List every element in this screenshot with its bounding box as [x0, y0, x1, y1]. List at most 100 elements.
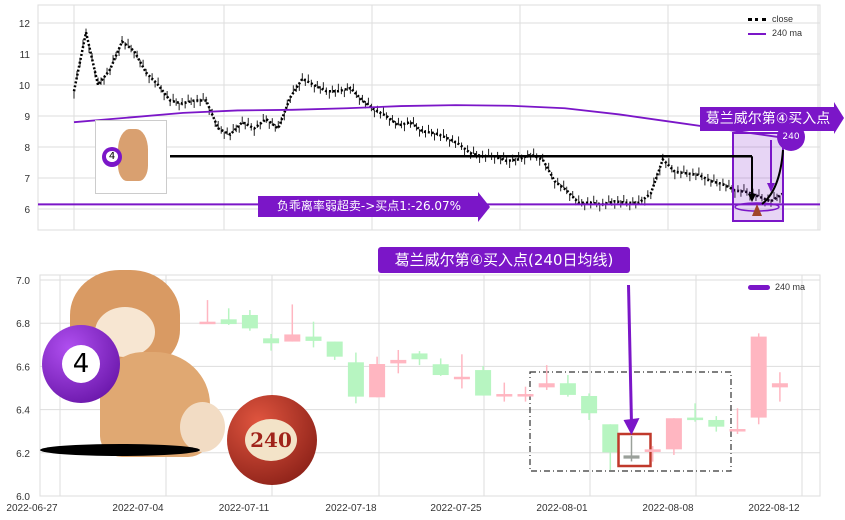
top-panel: 6 7 8 9 10 11 12	[19, 4, 821, 231]
ma240-series-line	[73, 104, 784, 139]
x-tick-label: 2022-07-25	[430, 503, 482, 514]
ball-240-icon: 240	[227, 395, 317, 485]
candle	[602, 424, 619, 471]
pointer-arrow-line	[627, 284, 633, 425]
ball-4-icon: 4	[102, 147, 122, 167]
candle	[411, 351, 428, 366]
legend-label: 240 ma	[775, 282, 806, 292]
candle-body	[453, 376, 470, 380]
candle	[517, 386, 534, 402]
candle	[708, 416, 725, 432]
candle-body	[581, 395, 598, 414]
candle	[241, 310, 258, 331]
candle-body	[559, 383, 576, 395]
y-tick-label: 6.8	[16, 319, 30, 330]
x-tick-label: 2022-06-27	[6, 503, 58, 514]
candle	[771, 372, 788, 402]
candle-body	[538, 383, 555, 388]
candle	[347, 352, 364, 404]
candle	[390, 349, 407, 374]
candle	[623, 435, 640, 462]
dog-body-icon	[118, 129, 148, 181]
legend-swatch-close	[748, 18, 766, 22]
candle-body	[623, 455, 640, 459]
dog-shadow-icon	[40, 444, 200, 456]
buy-point-text: 葛兰威尔第④买入点	[705, 111, 831, 127]
candle-body	[199, 321, 216, 325]
candle-body	[750, 336, 767, 418]
candle	[369, 356, 386, 398]
y-tick-label: 6.6	[16, 362, 30, 373]
y-tick-label: 6.2	[16, 449, 30, 460]
dog-thumbnail-icon: 4	[95, 120, 167, 194]
oversold-arrow-icon	[478, 192, 490, 222]
x-tick-label: 2022-07-11	[219, 503, 270, 514]
legend-swatch-ma	[748, 285, 770, 291]
purple-arrow-head-icon	[767, 183, 775, 192]
candle-body	[411, 353, 428, 360]
oversold-annotation: 负乖离率弱超卖->买点1:-26.07%	[258, 196, 480, 217]
x-tick-label: 2022-08-01	[536, 503, 588, 514]
ball-text: 240	[245, 419, 297, 461]
candle	[729, 408, 746, 435]
x-tick-label: 2022-07-18	[325, 503, 377, 514]
x-tick-label: 2022-08-08	[642, 503, 694, 514]
candle-body	[390, 359, 407, 364]
dog-tail-icon	[180, 402, 225, 452]
candle	[496, 382, 513, 402]
title-text: 葛兰威尔第④买入点(240日均线)	[394, 251, 614, 269]
buy-point-annotation: 葛兰威尔第④买入点	[700, 107, 836, 131]
y-tick-label: 12	[19, 19, 31, 30]
candle-body	[644, 449, 661, 452]
legend-label: 240 ma	[772, 28, 803, 38]
candle	[326, 341, 343, 360]
candle-body	[496, 394, 513, 397]
candle	[665, 418, 682, 455]
candle	[220, 308, 237, 325]
candle-body	[475, 370, 492, 396]
candle	[750, 333, 767, 425]
candle-body	[220, 319, 237, 325]
candle-body	[263, 338, 280, 344]
candle	[644, 446, 661, 462]
close-series-line	[72, 32, 784, 206]
buy-zone-highlight	[732, 132, 784, 222]
candle-body	[305, 336, 322, 341]
buy-marker-triangle-icon	[752, 204, 762, 216]
legend-item-ma: 240 ma	[748, 26, 802, 40]
chart-title: 葛兰威尔第④买入点(240日均线)	[378, 247, 630, 273]
candle-body	[708, 419, 725, 427]
candle	[559, 375, 576, 397]
ma240-ball-icon: 240	[777, 123, 805, 151]
x-tick-label: 2022-08-12	[748, 503, 800, 514]
y-tick-label: 6.4	[16, 406, 30, 417]
candle-body	[284, 334, 301, 342]
y-tick-label: 7	[24, 174, 30, 185]
ball-text: 4	[62, 345, 100, 383]
oversold-text: 负乖离率弱超卖->买点1:-26.07%	[276, 199, 462, 213]
legend-swatch-ma	[748, 32, 766, 35]
candle	[284, 304, 301, 342]
candle-body	[326, 341, 343, 357]
candle-body	[347, 362, 364, 397]
y-tick-label: 8	[24, 143, 30, 154]
ball-4-icon: 4	[42, 325, 120, 403]
candle	[432, 358, 449, 376]
candle	[263, 334, 280, 351]
ball-text: 240	[782, 132, 800, 142]
candle-body	[369, 364, 386, 398]
y-tick-label: 6.0	[16, 492, 30, 503]
candle-body	[687, 417, 704, 421]
candle	[199, 300, 216, 325]
top-legend: close 240 ma	[748, 12, 802, 40]
candle	[475, 365, 492, 396]
y-tick-label: 11	[20, 50, 31, 61]
candle-body	[432, 364, 449, 376]
candle	[453, 354, 470, 389]
buy-point-arrow-icon	[834, 102, 844, 134]
curve-arrow-line	[761, 149, 784, 205]
candle	[305, 321, 322, 348]
x-tick-label: 2022-07-04	[112, 503, 164, 514]
